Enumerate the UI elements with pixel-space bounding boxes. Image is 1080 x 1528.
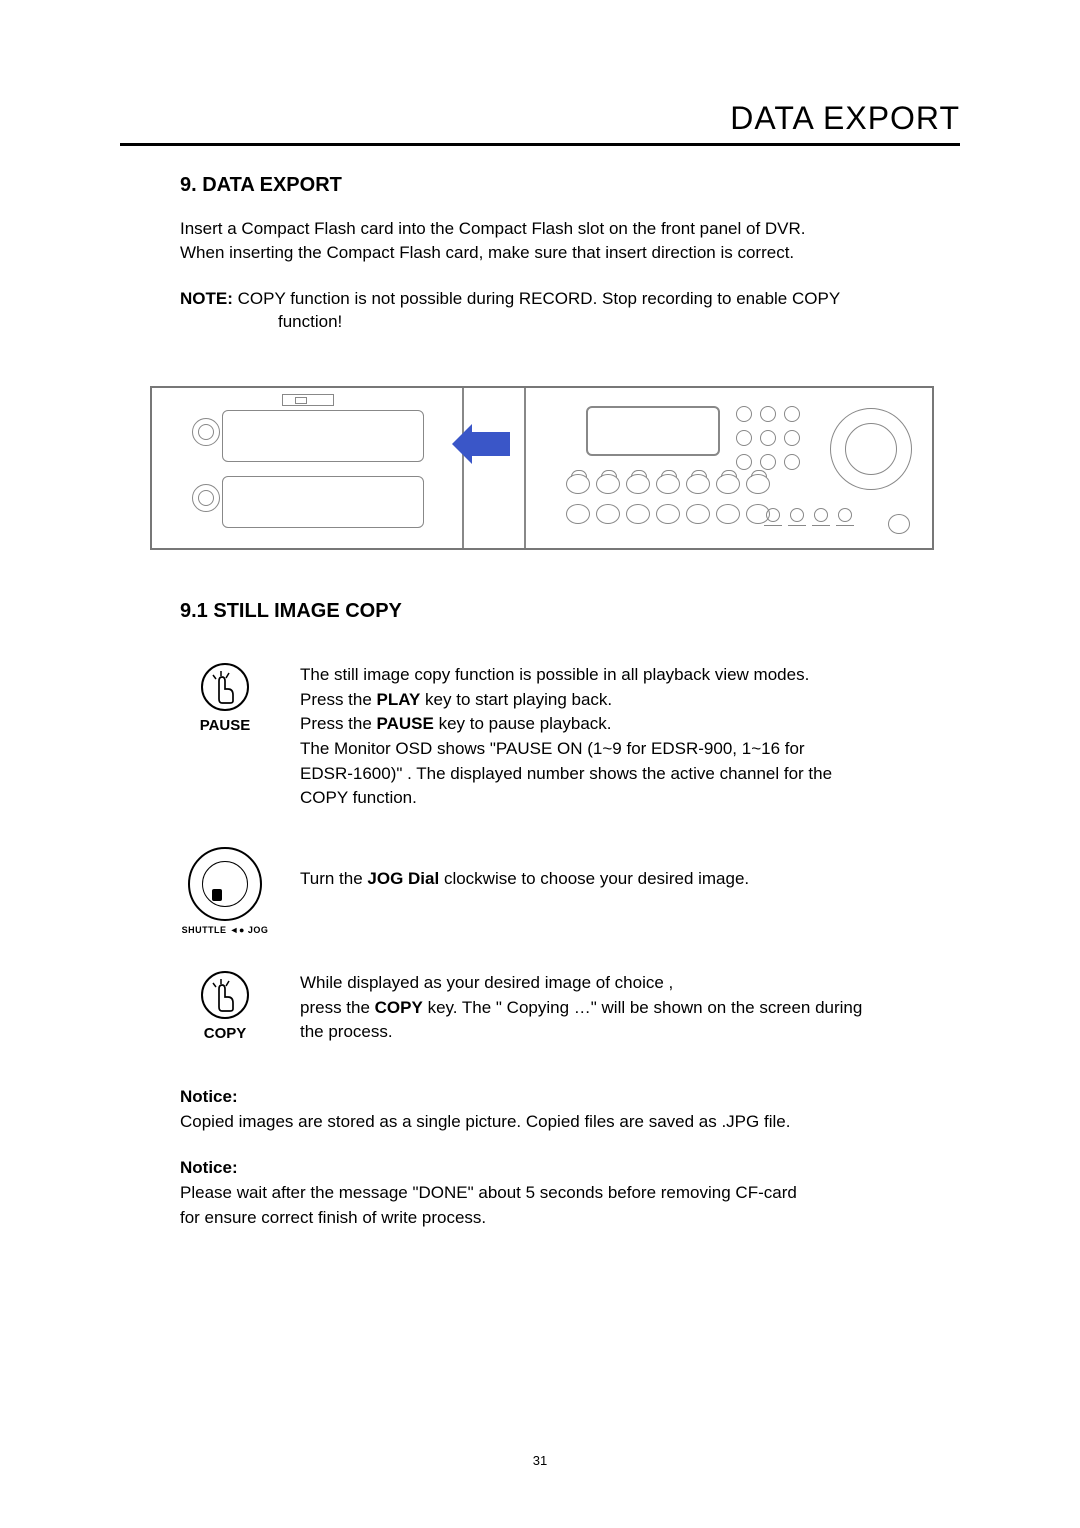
copy-l3: the process. <box>300 1020 940 1045</box>
copy-l1: While displayed as your desired image of… <box>300 971 940 996</box>
pause-l2: Press the PLAY key to start playing back… <box>300 688 940 713</box>
step-jog: SHUTTLE ◄● JOG Turn the JOG Dial clockwi… <box>180 847 960 935</box>
hdd-knob-icon <box>192 484 220 512</box>
panel-mid <box>464 388 526 548</box>
t: key to pause playback. <box>434 714 612 733</box>
copy-key-label: COPY <box>375 998 423 1017</box>
pause-l4: The Monitor OSD shows "PAUSE ON (1~9 for… <box>300 737 940 762</box>
pause-l6: COPY function. <box>300 786 940 811</box>
intro-line2: When inserting the Compact Flash card, m… <box>180 241 960 265</box>
jog-dial-icon <box>188 847 262 921</box>
cf-flap-icon <box>282 394 334 406</box>
note-block: NOTE: COPY function is not possible duri… <box>180 287 960 335</box>
jog-step-text: Turn the JOG Dial clockwise to choose yo… <box>300 847 960 935</box>
panel-left <box>152 388 464 548</box>
t: key to start playing back. <box>420 690 612 709</box>
document-page: DATA EXPORT 9. DATA EXPORT Insert a Comp… <box>0 0 1080 1528</box>
copy-button-illustration: COPY <box>180 971 270 1045</box>
hdd-slot-2-icon <box>222 476 424 528</box>
shuttle-jog-dial-icon <box>830 408 912 490</box>
pause-button-illustration: PAUSE <box>180 663 270 811</box>
note-line2: function! <box>278 310 960 334</box>
button-row-top-icon <box>566 474 770 494</box>
pause-label: PAUSE <box>180 717 270 734</box>
jog-dial-label: JOG Dial <box>367 869 439 888</box>
t: Press the <box>300 714 377 733</box>
subsection-title: 9.1 STILL IMAGE COPY <box>180 600 960 623</box>
notice-2: Notice: Please wait after the message "D… <box>180 1156 960 1230</box>
note-line1: COPY function is not possible during REC… <box>233 289 840 308</box>
lcd-screen-icon <box>586 406 720 456</box>
notice2-label: Notice: <box>180 1156 960 1181</box>
t: Press the <box>300 690 377 709</box>
press-button-icon <box>201 971 249 1019</box>
panel-right <box>526 388 932 548</box>
power-button-icon <box>888 514 910 534</box>
jog-caption: SHUTTLE ◄● JOG <box>180 925 270 935</box>
copy-label: COPY <box>180 1025 270 1042</box>
notice2-l2: for ensure correct finish of write proce… <box>180 1206 960 1231</box>
pause-l3: Press the PAUSE key to pause playback. <box>300 712 940 737</box>
channel-led-grid-icon <box>736 406 804 474</box>
button-row-bottom-icon <box>566 504 770 524</box>
notice-1: Notice: Copied images are stored as a si… <box>180 1085 960 1134</box>
pause-l5: EDSR-1600)" . The displayed number shows… <box>300 762 940 787</box>
t: press the <box>300 998 375 1017</box>
page-header: DATA EXPORT <box>120 100 960 146</box>
notice2-l1: Please wait after the message "DONE" abo… <box>180 1181 960 1206</box>
copy-l2: press the COPY key. The " Copying …" wil… <box>300 996 940 1021</box>
t: Turn the <box>300 869 367 888</box>
status-leds-icon <box>766 508 852 522</box>
pause-key-label: PAUSE <box>377 714 434 733</box>
pause-l1: The still image copy function is possibl… <box>300 663 940 688</box>
notice1-label: Notice: <box>180 1085 960 1110</box>
intro-text: Insert a Compact Flash card into the Com… <box>180 217 960 265</box>
page-number: 31 <box>0 1453 1080 1468</box>
note-label: NOTE: <box>180 289 233 308</box>
t: key. The " Copying …" will be shown on t… <box>423 998 863 1017</box>
section-title: 9. DATA EXPORT <box>180 174 960 197</box>
press-button-icon <box>201 663 249 711</box>
pause-step-text: The still image copy function is possibl… <box>300 663 960 811</box>
jog-dial-illustration: SHUTTLE ◄● JOG <box>180 847 270 935</box>
hdd-knob-icon <box>192 418 220 446</box>
play-key-label: PLAY <box>377 690 421 709</box>
step-copy: COPY While displayed as your desired ima… <box>180 971 960 1045</box>
dvr-front-panel-diagram <box>150 386 934 550</box>
intro-line1: Insert a Compact Flash card into the Com… <box>180 217 960 241</box>
cf-insert-arrow-icon <box>470 432 510 456</box>
notice1-text: Copied images are stored as a single pic… <box>180 1110 960 1135</box>
step-pause: PAUSE The still image copy function is p… <box>180 663 960 811</box>
copy-step-text: While displayed as your desired image of… <box>300 971 960 1045</box>
hdd-slot-1-icon <box>222 410 424 462</box>
t: clockwise to choose your desired image. <box>439 869 749 888</box>
